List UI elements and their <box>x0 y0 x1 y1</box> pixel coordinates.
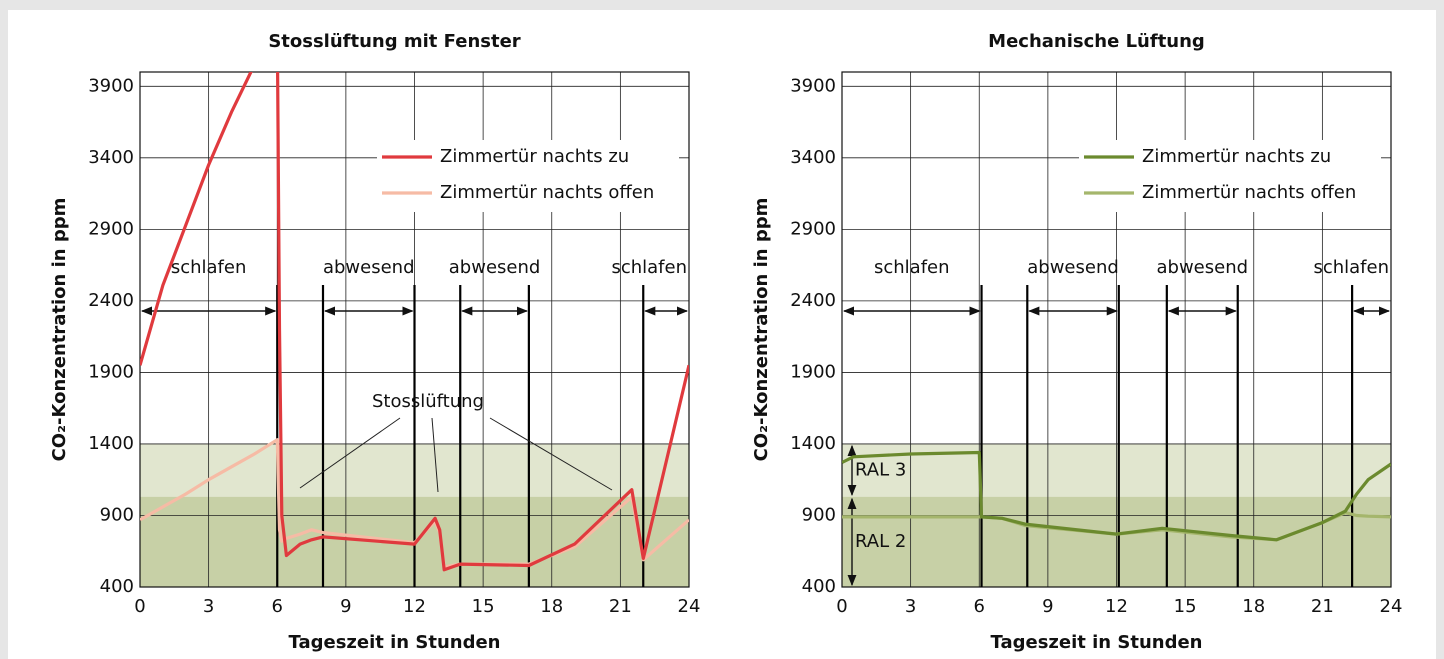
y-tick-label: 3900 <box>88 75 134 96</box>
plot: 400 900 1400 1900 2400 2900 3400 3900 0 3 6 9 12 15 18… <box>790 71 1403 617</box>
x-tick-label: 3 <box>905 596 916 617</box>
x-axis-label: Tageszeit in Stunden <box>289 632 501 653</box>
x-tick-label: 6 <box>974 596 985 617</box>
y-tick-label: 1400 <box>88 433 134 454</box>
annotation-leader <box>431 417 439 493</box>
period-label: abwesend <box>1027 257 1119 278</box>
x-tick-label: 18 <box>540 596 563 617</box>
y-tick-label: 1900 <box>790 361 836 382</box>
x-tick-label: 3 <box>203 596 214 617</box>
y-tick-label: 2400 <box>790 290 836 311</box>
period-label: abwesend <box>323 257 415 278</box>
x-tick-label: 0 <box>134 596 145 617</box>
legend-box <box>377 140 679 212</box>
data-line <box>140 72 689 572</box>
x-tick-label: 15 <box>1174 596 1197 617</box>
chart-title: Mechanische Lüftung <box>988 31 1205 52</box>
y-tick-label: 400 <box>802 576 836 597</box>
period-label: schlafen <box>874 257 950 278</box>
legend-box <box>1079 140 1381 212</box>
x-tick-label: 9 <box>340 596 351 617</box>
legend-label: Zimmertür nachts offen <box>1142 182 1356 203</box>
y-tick-label: 2900 <box>88 218 134 239</box>
y-tick-label: 1900 <box>88 361 134 382</box>
annotation-leader <box>489 417 613 491</box>
y-tick-label: 2900 <box>790 218 836 239</box>
x-tick-label: 24 <box>1380 596 1403 617</box>
period-label: schlafen <box>171 257 247 278</box>
period-label: abwesend <box>449 257 541 278</box>
x-tick-label: 24 <box>678 596 701 617</box>
period-label: schlafen <box>1313 257 1389 278</box>
plot-frame <box>841 71 1392 588</box>
annotation-leader <box>299 417 401 489</box>
x-tick-label: 21 <box>1311 596 1334 617</box>
annotation: Stosslüftung <box>372 391 484 412</box>
y-axis-label: CO₂-Konzentration in ppm <box>751 198 772 462</box>
y-tick-label: 3400 <box>790 147 836 168</box>
y-tick-label: 3400 <box>88 147 134 168</box>
y-tick-label: 2400 <box>88 290 134 311</box>
period-label: abwesend <box>1157 257 1249 278</box>
y-tick-label: 1400 <box>790 433 836 454</box>
x-tick-label: 9 <box>1042 596 1053 617</box>
x-tick-label: 12 <box>1105 596 1128 617</box>
chart-title: Stosslüftung mit Fenster <box>268 31 520 52</box>
x-tick-label: 18 <box>1242 596 1265 617</box>
x-tick-label: 15 <box>472 596 495 617</box>
y-axis-label: CO₂-Konzentration in ppm <box>49 198 70 462</box>
x-tick-label: 6 <box>272 596 283 617</box>
data-line <box>842 450 1391 542</box>
y-tick-label: 900 <box>100 504 134 525</box>
band-label: RAL 2 <box>855 531 906 552</box>
period-label: schlafen <box>611 257 687 278</box>
x-axis-label: Tageszeit in Stunden <box>991 632 1203 653</box>
band-label: RAL 3 <box>855 459 906 480</box>
y-tick-label: 3900 <box>790 75 836 96</box>
legend-label: Zimmertür nachts zu <box>440 146 629 167</box>
y-tick-label: 400 <box>100 576 134 597</box>
legend-label: Zimmertür nachts offen <box>440 182 654 203</box>
legend-label: Zimmertür nachts zu <box>1142 146 1331 167</box>
y-tick-label: 900 <box>802 504 836 525</box>
x-tick-label: 12 <box>403 596 426 617</box>
x-tick-label: 21 <box>609 596 632 617</box>
x-tick-label: 0 <box>836 596 847 617</box>
